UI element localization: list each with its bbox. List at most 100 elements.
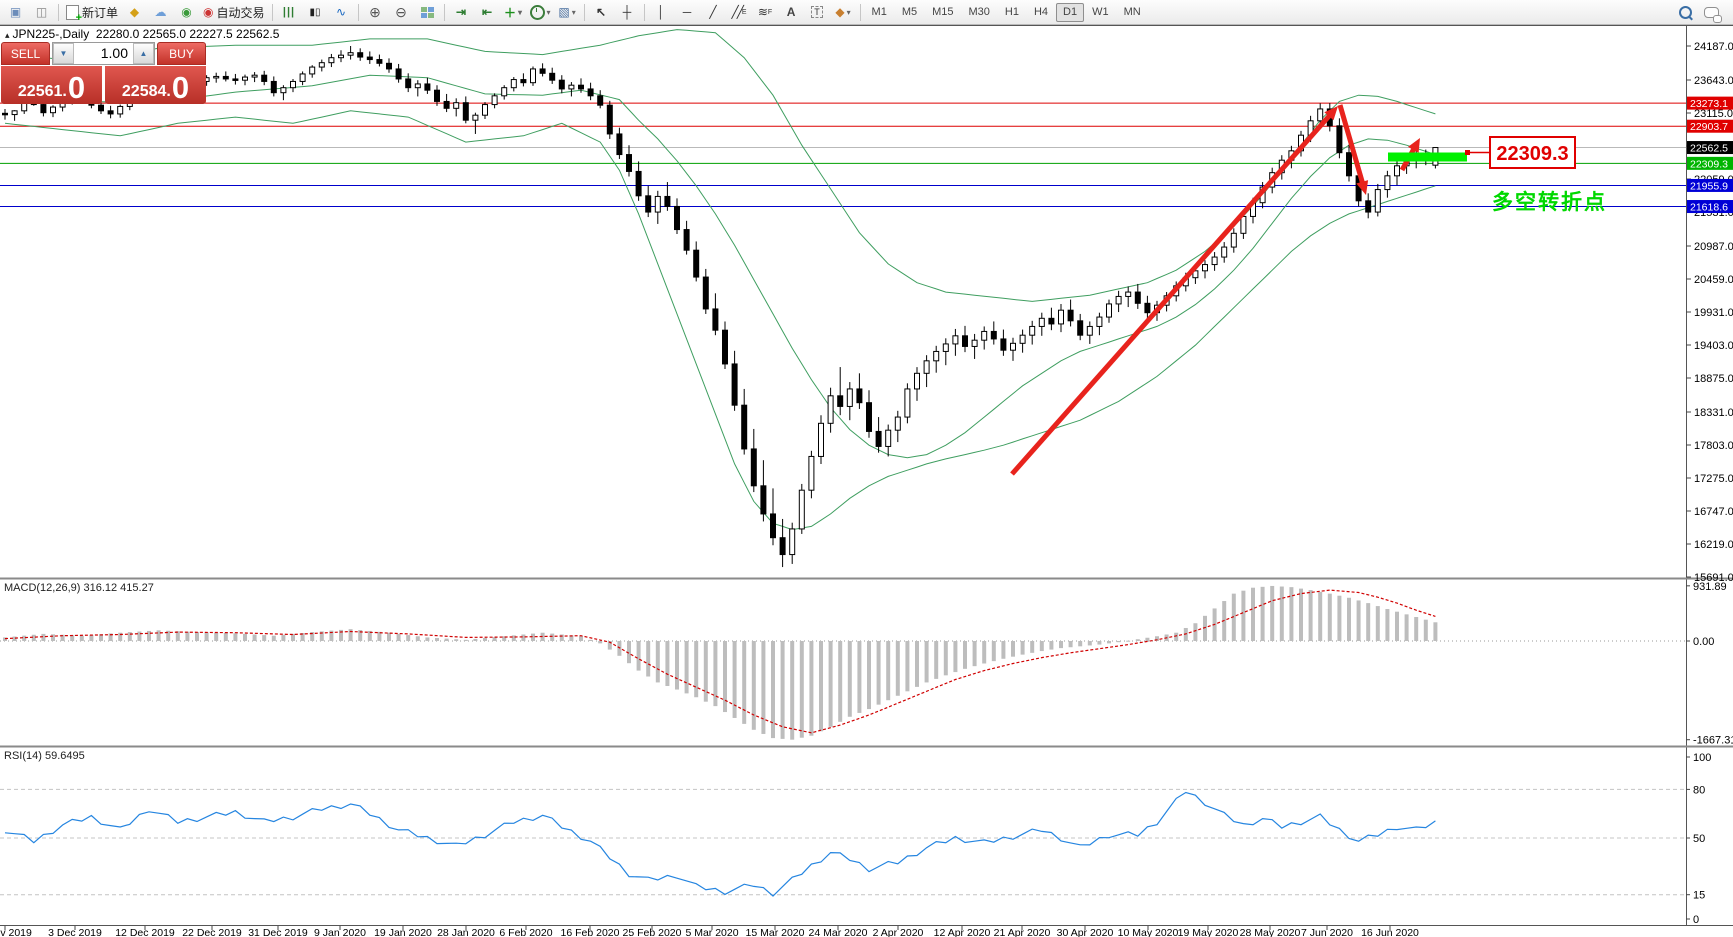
- search-button[interactable]: [1673, 2, 1698, 22]
- auto-scroll-icon[interactable]: ⇥: [455, 5, 467, 19]
- svg-text:16 Jun 2020: 16 Jun 2020: [1361, 927, 1419, 937]
- svg-text:30 Apr 2020: 30 Apr 2020: [1057, 927, 1114, 937]
- svg-text:21618.6: 21618.6: [1690, 202, 1728, 214]
- volume-increase-button[interactable]: ▲: [133, 43, 154, 64]
- chart-shift-icon[interactable]: ⇤: [481, 5, 493, 19]
- svg-text:5 Mar 2020: 5 Mar 2020: [685, 927, 738, 937]
- svg-text:20987.0: 20987.0: [1694, 241, 1733, 253]
- svg-text:19403.0: 19403.0: [1694, 340, 1733, 352]
- auto-trading-icon: ◉: [203, 5, 214, 19]
- tab-m1[interactable]: M1: [871, 6, 887, 18]
- toolbar-separator: [271, 3, 273, 21]
- one-click-collapse-toggle[interactable]: ▴: [5, 30, 10, 40]
- svg-text:19 Jan 2020: 19 Jan 2020: [374, 927, 432, 937]
- horizontal-line-button[interactable]: ─: [682, 5, 692, 19]
- trendline-button[interactable]: ╱: [709, 5, 717, 19]
- svg-text:7 Jun 2020: 7 Jun 2020: [1301, 927, 1353, 937]
- tab-m30[interactable]: M30: [968, 6, 990, 18]
- sell-button[interactable]: SELL: [1, 42, 50, 65]
- svg-text:16 Feb 2020: 16 Feb 2020: [561, 927, 620, 937]
- price-callout[interactable]: 22309.3: [1465, 136, 1576, 169]
- ask-price-display[interactable]: 22584. 0: [105, 66, 206, 104]
- fibonacci-button[interactable]: ≋ F: [757, 5, 773, 19]
- equidistant-channel-button[interactable]: ╱╱ E: [731, 5, 747, 19]
- templates-button[interactable]: ▧ ▾: [558, 5, 576, 19]
- svg-text:28 Jan 2020: 28 Jan 2020: [437, 927, 495, 937]
- indicators-button[interactable]: ＋ ▾: [504, 5, 523, 20]
- text-label-button[interactable]: T: [805, 2, 830, 22]
- price-badge: [1687, 156, 1733, 170]
- text-button[interactable]: A: [786, 5, 796, 19]
- price-axis[interactable]: 24187.023643.023115.022587.022059.021531…: [1686, 41, 1733, 926]
- web-terminal-icon[interactable]: ☁: [154, 5, 167, 19]
- macd-indicator: [0, 585, 1686, 740]
- cursor-button[interactable]: ↖: [596, 5, 607, 19]
- bid-price-display[interactable]: 22561. 0: [1, 66, 102, 104]
- svg-text:0.00: 0.00: [1693, 636, 1714, 648]
- candlestick-chart-icon[interactable]: ▮▯: [309, 6, 321, 18]
- auto-trading-button[interactable]: ◉ 自动交易: [203, 5, 265, 20]
- candlestick-series: [2, 46, 1439, 568]
- text-label-icon: T: [811, 6, 823, 18]
- svg-text:22309.3: 22309.3: [1690, 158, 1728, 170]
- buy-button[interactable]: BUY: [157, 42, 206, 65]
- crosshair-button[interactable]: ┼: [622, 5, 632, 19]
- tile-windows-icon[interactable]: [415, 2, 440, 22]
- news-radar-icon[interactable]: ◉: [181, 5, 192, 19]
- svg-text:2 Apr 2020: 2 Apr 2020: [873, 927, 924, 937]
- svg-text:25 Feb 2020: 25 Feb 2020: [623, 927, 682, 937]
- zoom-in-button[interactable]: ⊕: [369, 3, 381, 20]
- svg-text:15: 15: [1693, 890, 1705, 902]
- price-badge: [1687, 178, 1733, 192]
- svg-text:50: 50: [1693, 833, 1705, 845]
- svg-text:23115.0: 23115.0: [1694, 108, 1733, 120]
- tab-d1[interactable]: D1: [1056, 2, 1085, 22]
- volume-value[interactable]: 1.00: [100, 45, 128, 61]
- volume-decrease-button[interactable]: ▼: [53, 43, 74, 64]
- horizontal-levels[interactable]: [0, 102, 1686, 208]
- svg-text:19931.0: 19931.0: [1694, 307, 1733, 319]
- bollinger-bands: [4, 29, 1436, 531]
- toolbar: ▣ ◫ 新订单 ◆ ☁ ◉ ◉自动交易 ||| ▮▯ ∿ ⊕ ⊖ ⇥ ⇤ ＋▾ …: [0, 0, 1733, 25]
- svg-text:18331.0: 18331.0: [1694, 407, 1733, 419]
- chart-title: ▴ JPN225-,Daily 22280.0 22565.0 22227.5 2…: [5, 27, 279, 41]
- periods-button[interactable]: ▾: [527, 2, 554, 22]
- price-badge: [1687, 200, 1733, 214]
- svg-text:24 Mar 2020: 24 Mar 2020: [809, 927, 868, 937]
- arrows-button[interactable]: ◆ ▾: [835, 5, 851, 19]
- symbol-period-label: JPN225-,Daily: [12, 27, 90, 41]
- history-center-icon[interactable]: ◆: [129, 5, 140, 19]
- vertical-line-button[interactable]: │: [657, 5, 665, 19]
- price-badge: [1687, 96, 1733, 110]
- tab-m5[interactable]: M5: [901, 6, 918, 18]
- toolbar-separator: [443, 3, 445, 21]
- svg-text:-1667.31: -1667.31: [1693, 735, 1733, 747]
- zoom-out-button[interactable]: ⊖: [395, 3, 407, 20]
- date-axis[interactable]: 4 Nov 2019 3 Dec 2019 12 Dec 2019 22 Dec 20…: [0, 926, 1419, 937]
- tab-m15[interactable]: M15: [932, 6, 954, 18]
- tab-h4[interactable]: H4: [1033, 6, 1049, 18]
- lower-band: [4, 110, 1436, 531]
- clock-icon: [529, 4, 545, 20]
- turning-point-annotation[interactable]: 多空转折点: [1492, 190, 1607, 214]
- tab-w1[interactable]: W1: [1092, 6, 1109, 18]
- trend-arrows[interactable]: [1010, 104, 1420, 476]
- macd-histogram: [3, 585, 1438, 740]
- tab-mn[interactable]: MN: [1123, 6, 1141, 18]
- svg-text:23643.0: 23643.0: [1694, 75, 1733, 87]
- new-order-button[interactable]: 新订单: [63, 2, 121, 24]
- price-badge: [1687, 141, 1733, 155]
- svg-text:6 Feb 2020: 6 Feb 2020: [499, 927, 552, 937]
- toolbar-separator: [859, 3, 861, 21]
- rsi-label: RSI(14) 59.6495: [4, 750, 85, 762]
- chat-button[interactable]: [1699, 2, 1724, 23]
- svg-text:21 Apr 2020: 21 Apr 2020: [994, 927, 1051, 937]
- ohlc-values: 22280.0 22565.0 22227.5 22562.5: [95, 27, 280, 41]
- svg-text:19 May 2020: 19 May 2020: [1178, 927, 1239, 937]
- chart-window-icon[interactable]: ▣: [9, 5, 22, 19]
- tab-h1[interactable]: H1: [1004, 6, 1019, 18]
- bar-chart-icon[interactable]: |||: [282, 6, 296, 18]
- profile-window-icon[interactable]: ◫: [35, 5, 48, 19]
- line-chart-icon[interactable]: ∿: [335, 5, 347, 19]
